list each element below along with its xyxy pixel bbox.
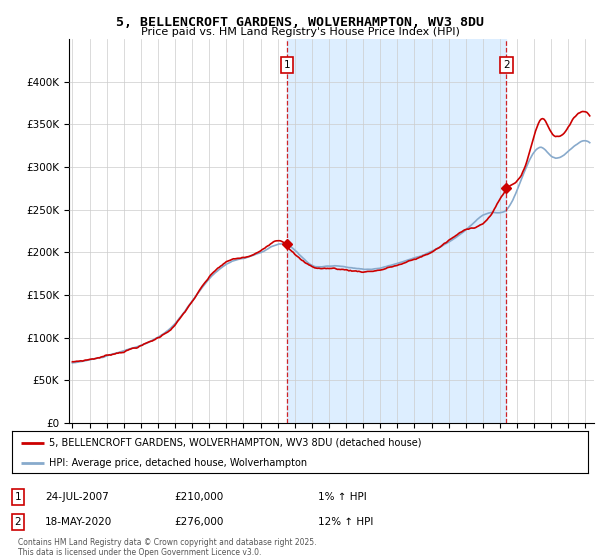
Text: 2: 2 bbox=[503, 60, 510, 70]
Text: 24-JUL-2007: 24-JUL-2007 bbox=[45, 492, 109, 502]
Text: 5, BELLENCROFT GARDENS, WOLVERHAMPTON, WV3 8DU (detached house): 5, BELLENCROFT GARDENS, WOLVERHAMPTON, W… bbox=[49, 437, 422, 447]
Text: 5, BELLENCROFT GARDENS, WOLVERHAMPTON, WV3 8DU: 5, BELLENCROFT GARDENS, WOLVERHAMPTON, W… bbox=[116, 16, 484, 29]
Text: 18-MAY-2020: 18-MAY-2020 bbox=[45, 517, 112, 527]
Text: 1: 1 bbox=[14, 492, 22, 502]
Text: 1% ↑ HPI: 1% ↑ HPI bbox=[318, 492, 367, 502]
Text: 1: 1 bbox=[284, 60, 290, 70]
Text: £210,000: £210,000 bbox=[174, 492, 223, 502]
Text: HPI: Average price, detached house, Wolverhampton: HPI: Average price, detached house, Wolv… bbox=[49, 458, 308, 468]
Text: £276,000: £276,000 bbox=[174, 517, 223, 527]
Text: Contains HM Land Registry data © Crown copyright and database right 2025.
This d: Contains HM Land Registry data © Crown c… bbox=[18, 538, 317, 557]
Bar bbox=[287, 39, 506, 423]
Text: Price paid vs. HM Land Registry's House Price Index (HPI): Price paid vs. HM Land Registry's House … bbox=[140, 27, 460, 37]
Text: 2: 2 bbox=[14, 517, 22, 527]
Text: 12% ↑ HPI: 12% ↑ HPI bbox=[318, 517, 373, 527]
